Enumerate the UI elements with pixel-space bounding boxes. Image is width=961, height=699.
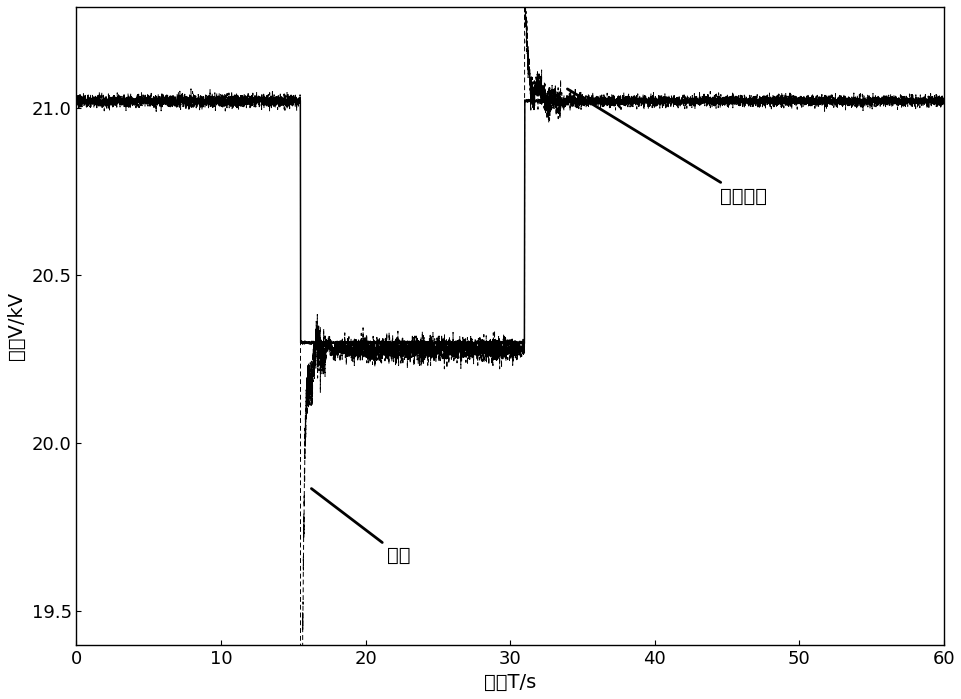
Y-axis label: 电压V/kV: 电压V/kV bbox=[7, 291, 26, 360]
Text: 模糊滑模: 模糊滑模 bbox=[567, 89, 766, 206]
Text: 滑模: 滑模 bbox=[311, 489, 410, 565]
X-axis label: 时间T/s: 时间T/s bbox=[483, 673, 535, 692]
